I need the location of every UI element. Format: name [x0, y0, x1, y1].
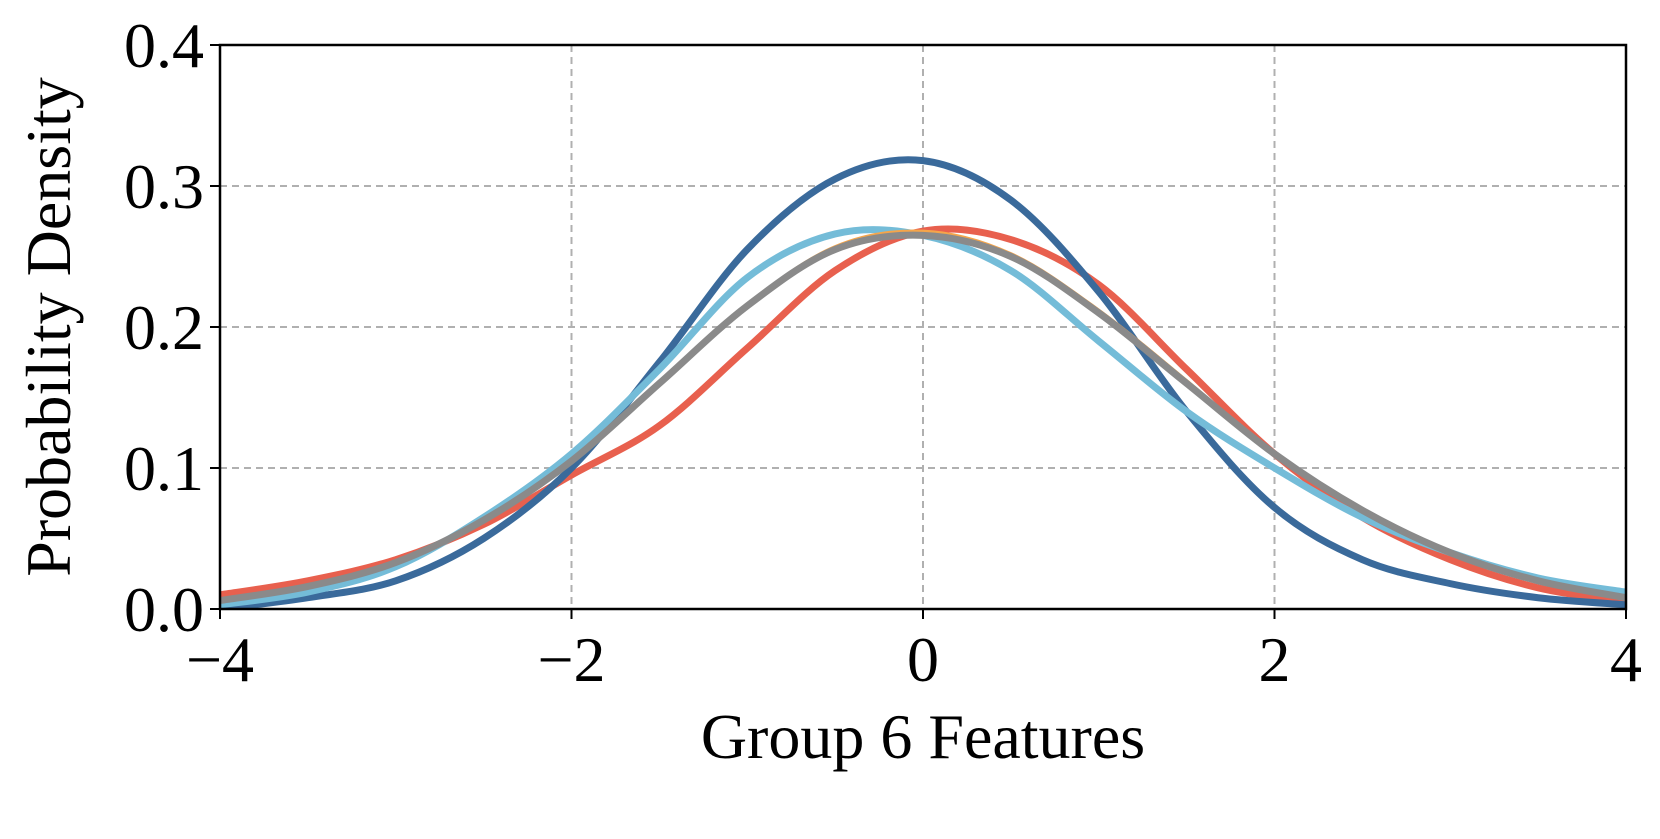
y-tick-label: 0.3	[124, 151, 204, 222]
x-tick-label: 0	[907, 624, 939, 695]
plot-frame	[218, 43, 1628, 611]
x-tick-label: 2	[1259, 624, 1291, 695]
y-tick-label: 0.2	[124, 292, 204, 363]
x-tick-label: −2	[537, 624, 605, 695]
series-line	[220, 156, 1626, 609]
y-tick-label: 0.4	[124, 10, 204, 81]
y-axis-label: Probability Density	[13, 77, 84, 577]
y-tick-label: 0.1	[124, 433, 204, 504]
x-tick-label: 4	[1610, 624, 1642, 695]
x-axis-label: Group 6 Features	[701, 701, 1145, 772]
x-tick-label: −4	[186, 624, 254, 695]
series-line	[220, 231, 1626, 605]
y-tick-label: 0.0	[124, 574, 204, 645]
